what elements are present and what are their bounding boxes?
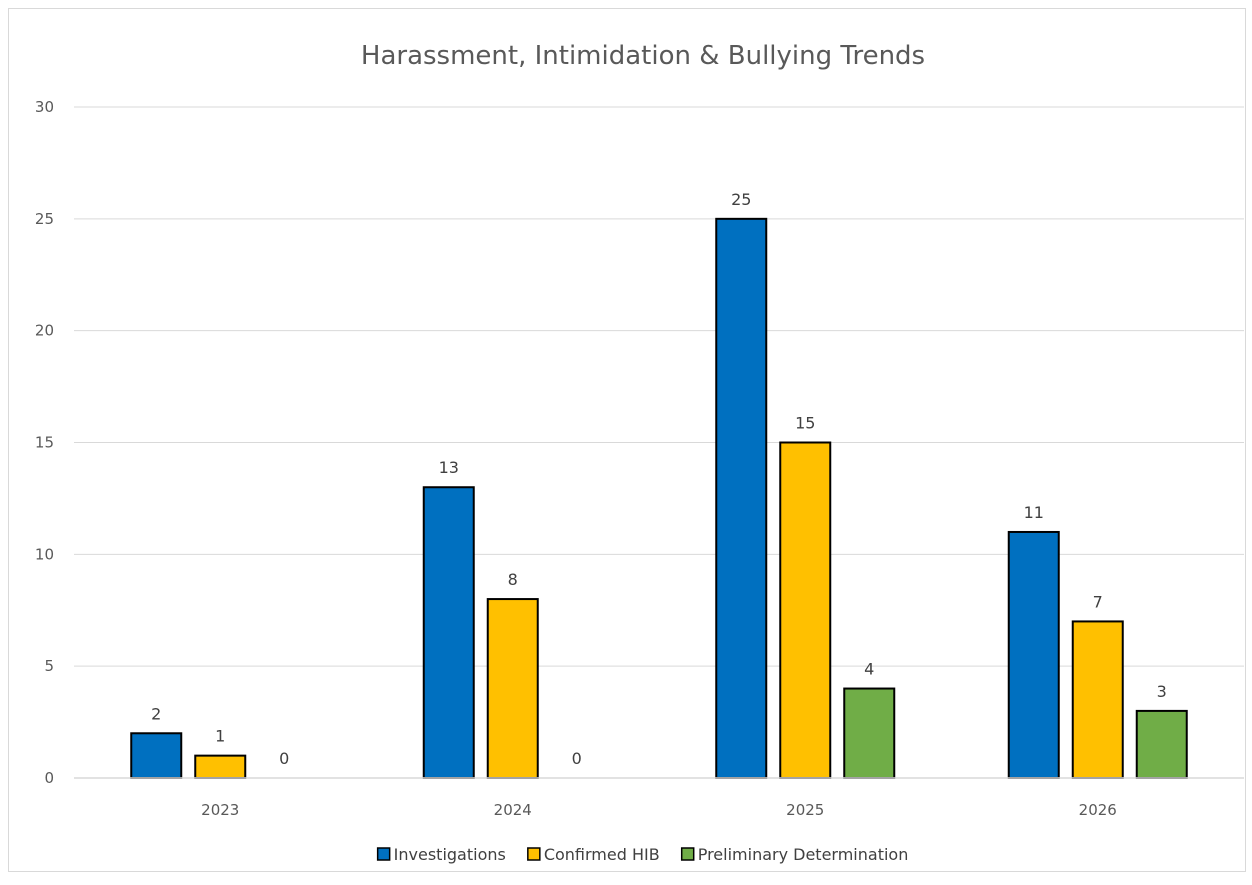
y-tick-label: 10	[35, 545, 54, 563]
data-label: 7	[1093, 592, 1103, 611]
bar-2024-0	[422, 486, 475, 779]
data-label: 4	[864, 660, 874, 679]
y-tick-label: 15	[35, 434, 54, 452]
data-label: 13	[439, 458, 459, 477]
legend: Investigations Confirmed HIB Preliminary D…	[376, 845, 909, 864]
data-label: 0	[572, 749, 582, 768]
y-tick-label: 0	[44, 769, 54, 787]
y-tick-label: 25	[35, 210, 54, 228]
bar-2025-0	[715, 217, 768, 780]
bar-2023-0	[130, 732, 183, 779]
y-axis-ticks: 0 5 10 15 20 25 30	[35, 98, 54, 787]
bar-2026-1	[1071, 620, 1124, 780]
data-labels: 2 1 0 13 8 0 25 15 4 11 7 3	[151, 190, 1167, 768]
data-label: 11	[1024, 503, 1044, 522]
data-label: 0	[279, 749, 289, 768]
x-tick-label: 2024	[494, 801, 532, 819]
legend-swatch-0	[376, 847, 391, 861]
data-label: 3	[1157, 682, 1167, 701]
legend-swatch-2	[680, 847, 695, 861]
bar-2024-1	[486, 598, 539, 779]
bar-2026-0	[1007, 530, 1060, 780]
legend-label: Preliminary Determination	[698, 845, 909, 864]
y-tick-label: 20	[35, 322, 54, 340]
bar-2023-1	[194, 754, 247, 780]
x-axis-ticks: 2023 2024 2025 2026	[201, 801, 1117, 819]
bar-2025-1	[779, 441, 832, 779]
data-label: 15	[795, 414, 815, 433]
data-label: 8	[508, 570, 518, 589]
gridlines	[74, 106, 1244, 667]
data-label: 25	[731, 190, 751, 209]
bars	[130, 217, 1188, 780]
chart-area: Harassment, Intimidation & Bullying Tren…	[8, 8, 1246, 872]
x-tick-label: 2025	[786, 801, 824, 819]
chart-svg: Harassment, Intimidation & Bullying Tren…	[35, 41, 1244, 864]
legend-label: Investigations	[394, 845, 506, 864]
data-label: 1	[215, 727, 225, 746]
legend-swatch-1	[527, 847, 541, 861]
x-tick-label: 2023	[201, 801, 239, 819]
legend-label: Confirmed HIB	[544, 845, 660, 864]
x-tick-label: 2026	[1079, 801, 1117, 819]
y-tick-label: 5	[44, 657, 54, 675]
data-label: 2	[151, 704, 161, 723]
chart-title: Harassment, Intimidation & Bullying Tren…	[361, 41, 925, 71]
bar-2025-2	[843, 687, 896, 779]
y-tick-label: 30	[35, 98, 54, 116]
bar-2026-2	[1135, 709, 1188, 780]
